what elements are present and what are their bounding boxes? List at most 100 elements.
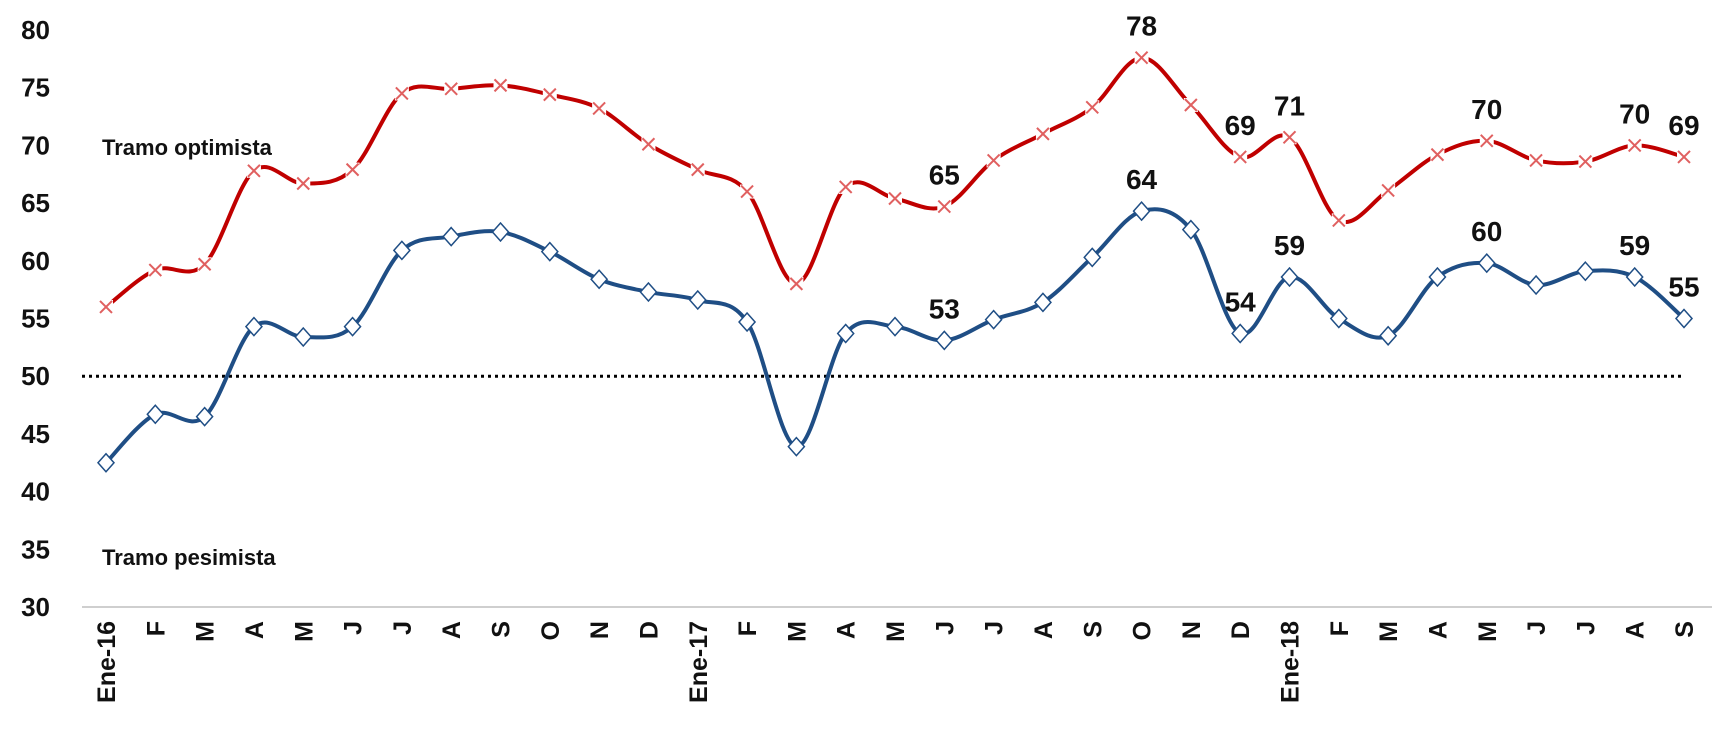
x-tick-label: D [1227,621,1255,639]
annotation: Tramo pesimista [102,545,276,570]
marker [740,184,755,199]
marker-x [1184,98,1198,112]
marker-x [838,180,853,194]
x-tick-label: M [192,621,220,642]
x-tick-label: J [981,621,1009,635]
data-label: 55 [1668,272,1699,303]
x-tick-label: A [1622,621,1650,639]
data-label: 70 [1471,94,1502,125]
marker [885,316,905,337]
data-label: 64 [1126,164,1158,195]
x-tick-label: A [833,621,861,639]
marker [1329,308,1348,329]
marker [1428,266,1447,288]
x-tick-label: S [1079,621,1107,638]
marker [392,240,411,261]
marker-x [1381,183,1395,198]
marker [96,452,116,473]
marker [838,179,853,194]
marker [195,406,214,427]
marker [99,299,113,314]
marker [394,86,409,101]
marker [540,241,559,262]
data-label: 78 [1126,11,1157,42]
marker-x [789,277,804,291]
marker [246,163,261,178]
x-tick-label: F [142,621,170,636]
marker [1477,252,1496,274]
marker-x [641,137,656,151]
marker [1331,213,1346,228]
x-tick-label: S [1671,621,1699,638]
marker [1282,130,1297,145]
x-tick-label: M [1474,621,1502,642]
marker-x [1332,213,1346,228]
marker-x [1233,150,1247,164]
marker-x [1085,100,1099,115]
series-line [104,207,1686,465]
marker [836,323,855,344]
y-tick-label: 50 [21,361,50,391]
marker [1674,308,1694,329]
x-tick-label: M [783,621,811,642]
marker [345,162,360,177]
marker-x [1578,154,1593,169]
marker-x [148,263,163,277]
marker-x [691,162,705,177]
y-tick-label: 55 [21,304,50,334]
marker [935,330,954,351]
x-tick-label: Ene-18 [1277,621,1305,703]
marker [789,276,804,291]
x-tick-label: N [1178,621,1206,639]
y-tick-label: 40 [21,477,50,507]
marker [1379,325,1398,346]
x-tick-label: J [1523,621,1551,635]
marker [1033,292,1052,313]
annotation: Tramo optimista [102,135,273,160]
marker [1134,50,1149,65]
marker [1625,266,1644,288]
marker-x [740,184,754,199]
marker-x [1036,127,1050,141]
marker-x [986,153,1001,168]
x-tick-label: S [488,621,516,638]
x-tick-label: A [241,621,269,639]
marker-x [296,176,310,191]
marker [542,87,557,102]
data-label: 60 [1471,216,1502,247]
marker [1627,138,1642,153]
marker [1677,149,1691,164]
data-label: 59 [1274,230,1305,261]
x-tick-label: F [1326,621,1354,636]
data-label: 69 [1225,110,1256,141]
marker [688,289,707,311]
x-tick-label: O [537,621,565,640]
x-tick-label: M [882,621,910,642]
marker-x [197,257,212,271]
marker [690,162,705,177]
x-tick-label: J [389,621,417,635]
marker [1576,261,1595,282]
marker-x [592,101,606,116]
marker [1529,153,1544,168]
x-tick-label: Ene-17 [685,621,713,703]
x-tick-label: N [586,621,614,639]
data-label: 59 [1619,230,1650,261]
marker [491,221,510,243]
y-tick-label: 75 [21,73,50,103]
marker [1132,201,1151,222]
marker [1183,98,1198,113]
marker [590,269,609,290]
marker-x [1134,50,1149,65]
marker [738,311,757,333]
marker [639,281,658,303]
y-tick-label: 60 [21,246,50,276]
x-tick-label: J [340,621,368,635]
marker [296,176,311,191]
marker [1479,133,1494,148]
marker [984,309,1003,330]
marker [888,191,902,206]
marker-x [1480,134,1494,148]
